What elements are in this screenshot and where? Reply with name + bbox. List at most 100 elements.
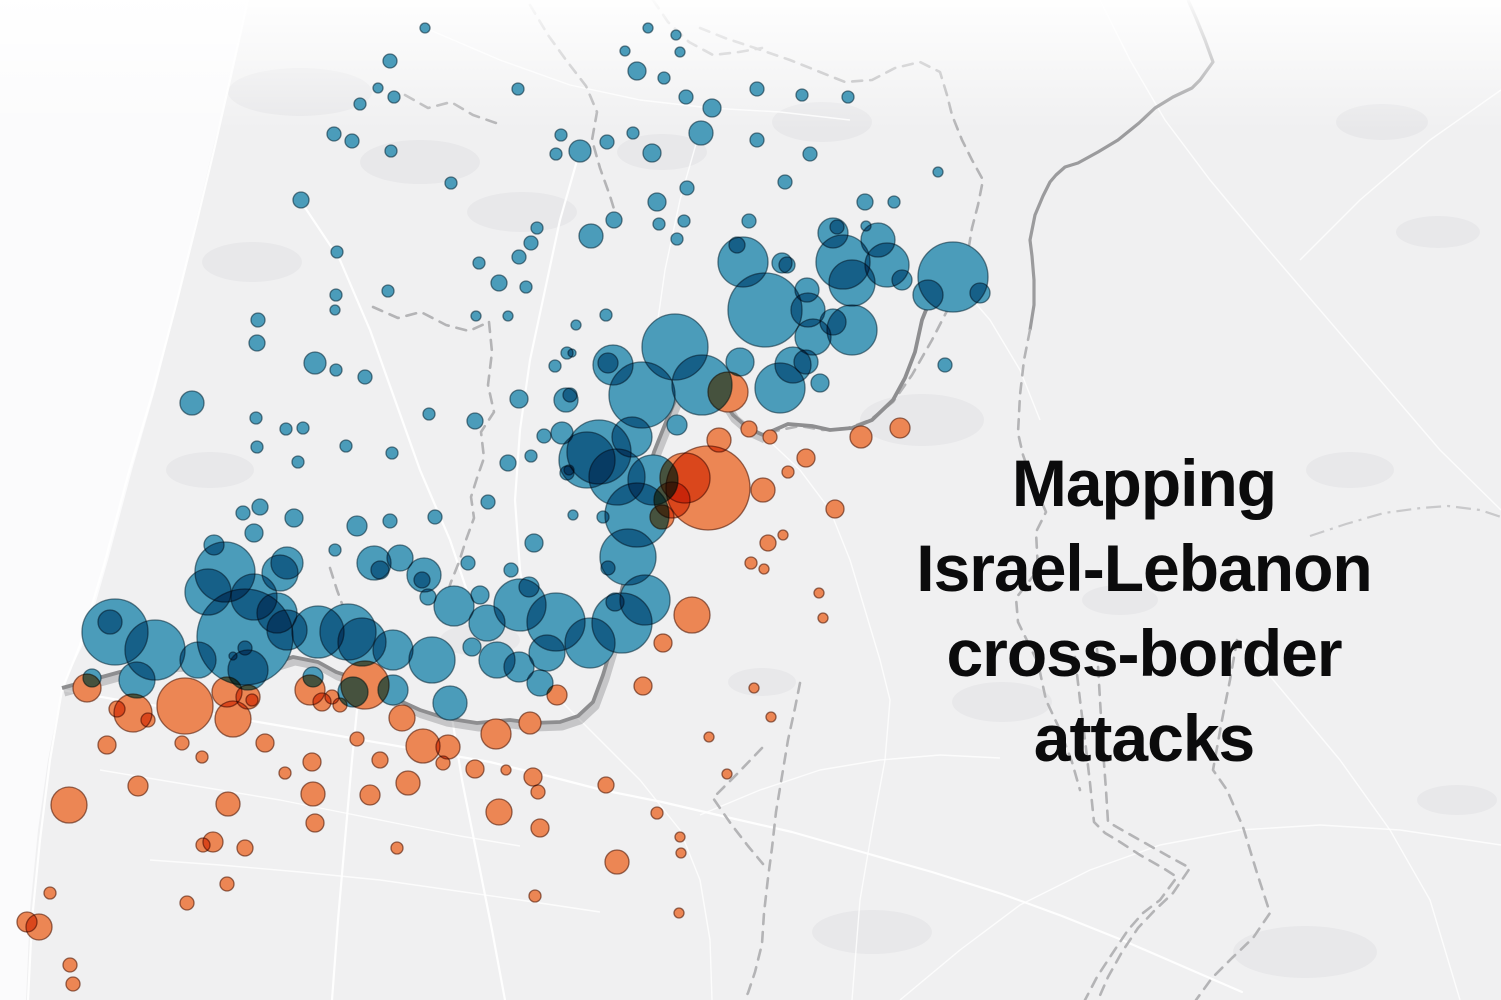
attack-bubble-blue	[337, 676, 369, 708]
attack-bubble-orange	[825, 499, 845, 519]
attack-bubble-orange	[740, 420, 758, 438]
road-israel-2	[149, 859, 601, 913]
attack-bubble-blue	[749, 132, 765, 148]
attack-bubble-blue	[802, 146, 818, 162]
attack-bubble-blue	[599, 308, 613, 322]
attack-bubble-orange	[140, 712, 156, 728]
attack-bubble-orange	[750, 477, 776, 503]
attack-bubble-orange	[759, 534, 777, 552]
attack-bubble-blue	[674, 46, 686, 58]
attack-bubble-blue	[932, 166, 944, 178]
terrain-patch	[1306, 452, 1394, 488]
attack-bubble-blue	[462, 637, 482, 657]
attack-bubble-blue	[795, 88, 809, 102]
attack-bubble-orange	[179, 895, 195, 911]
admin-lebanon-4	[371, 305, 491, 333]
attack-bubble-blue	[677, 214, 691, 228]
attack-bubble-orange	[518, 711, 542, 735]
attack-bubble-blue	[969, 282, 991, 304]
attack-bubble-blue	[502, 310, 514, 322]
attack-bubble-orange	[25, 913, 53, 941]
road-golan	[762, 434, 891, 1000]
attack-bubble-blue	[509, 389, 529, 409]
attack-bubble-blue	[794, 277, 820, 303]
attack-bubble-orange	[156, 677, 214, 735]
golan-zigzag-dash	[711, 746, 765, 866]
attack-bubble-orange	[174, 735, 190, 751]
attack-bubbles-layer	[16, 22, 991, 992]
attack-bubble-blue	[657, 71, 671, 85]
admin-lebanon-5	[443, 320, 496, 602]
attack-bubble-blue	[432, 685, 468, 721]
terrain-patch	[952, 682, 1052, 722]
attack-bubble-blue	[611, 416, 653, 458]
attack-bubble-blue	[382, 53, 398, 69]
attack-bubble-blue	[597, 352, 619, 374]
attack-bubble-blue	[326, 126, 342, 142]
attack-bubble-blue	[666, 414, 688, 436]
attack-bubble-blue	[530, 221, 544, 235]
attack-bubble-blue	[472, 256, 486, 270]
attack-bubble-blue	[554, 128, 568, 142]
attack-bubble-orange	[817, 612, 829, 624]
attack-bubble-orange	[395, 770, 421, 796]
attack-bubble-blue	[568, 139, 592, 163]
attack-bubble-blue	[671, 354, 733, 416]
attack-bubble-blue	[303, 351, 327, 375]
attack-bubble-orange	[744, 556, 758, 570]
attack-bubble-blue	[810, 373, 830, 393]
attack-bubble-blue	[524, 533, 544, 553]
attack-bubble-blue	[250, 312, 266, 328]
dash-pair-a	[1073, 655, 1179, 1000]
attack-bubble-blue	[570, 319, 582, 331]
attack-bubble-orange	[889, 417, 911, 439]
attack-bubble-blue	[536, 428, 552, 444]
attack-bubble-orange	[650, 806, 664, 820]
attack-bubble-orange	[302, 752, 322, 772]
attack-bubble-blue	[679, 180, 695, 196]
attack-bubble-blue	[480, 494, 496, 510]
terrain-patch	[812, 910, 932, 954]
attack-bubble-orange	[748, 682, 760, 694]
attack-bubble-blue	[519, 280, 533, 294]
attack-bubble-blue	[460, 555, 476, 571]
terrain-patch	[166, 452, 254, 488]
attack-bubble-blue	[256, 592, 298, 634]
attack-bubble-orange	[43, 886, 57, 900]
terrain-patch	[1082, 585, 1158, 615]
attack-bubble-blue	[567, 509, 579, 521]
attack-bubble-blue	[563, 464, 575, 476]
attack-bubble-blue	[511, 249, 527, 265]
attack-bubble-orange	[50, 786, 88, 824]
attack-bubble-orange	[485, 798, 513, 826]
attack-bubble-blue	[670, 29, 682, 41]
title-line-4: attacks	[1033, 701, 1256, 776]
title-line-2: Israel-Lebanon	[916, 531, 1372, 606]
attack-bubble-blue	[406, 557, 442, 593]
attack-bubble-blue	[330, 245, 344, 259]
attack-bubble-blue	[118, 661, 156, 699]
attack-bubble-orange	[546, 684, 568, 706]
attack-bubble-blue	[329, 363, 343, 377]
attack-bubble-blue	[524, 449, 538, 463]
attack-bubble-orange	[530, 784, 546, 800]
attack-bubble-blue	[912, 279, 944, 311]
attack-bubble-blue	[652, 217, 666, 231]
attack-bubble-orange	[765, 711, 777, 723]
attack-bubble-blue	[819, 308, 847, 336]
attack-bubble-orange	[65, 976, 81, 992]
attack-bubble-blue	[179, 390, 205, 416]
attack-bubble-blue	[599, 134, 615, 150]
road-valley-2	[448, 703, 507, 1000]
attack-bubble-orange	[195, 750, 209, 764]
road-botright-1	[899, 824, 1501, 1000]
attack-bubble-orange	[849, 425, 873, 449]
attack-bubble-blue	[382, 513, 398, 529]
attack-bubble-blue	[422, 407, 436, 421]
attack-bubble-blue	[856, 193, 874, 211]
attack-bubble-orange	[653, 633, 673, 653]
attack-bubble-orange	[633, 676, 653, 696]
